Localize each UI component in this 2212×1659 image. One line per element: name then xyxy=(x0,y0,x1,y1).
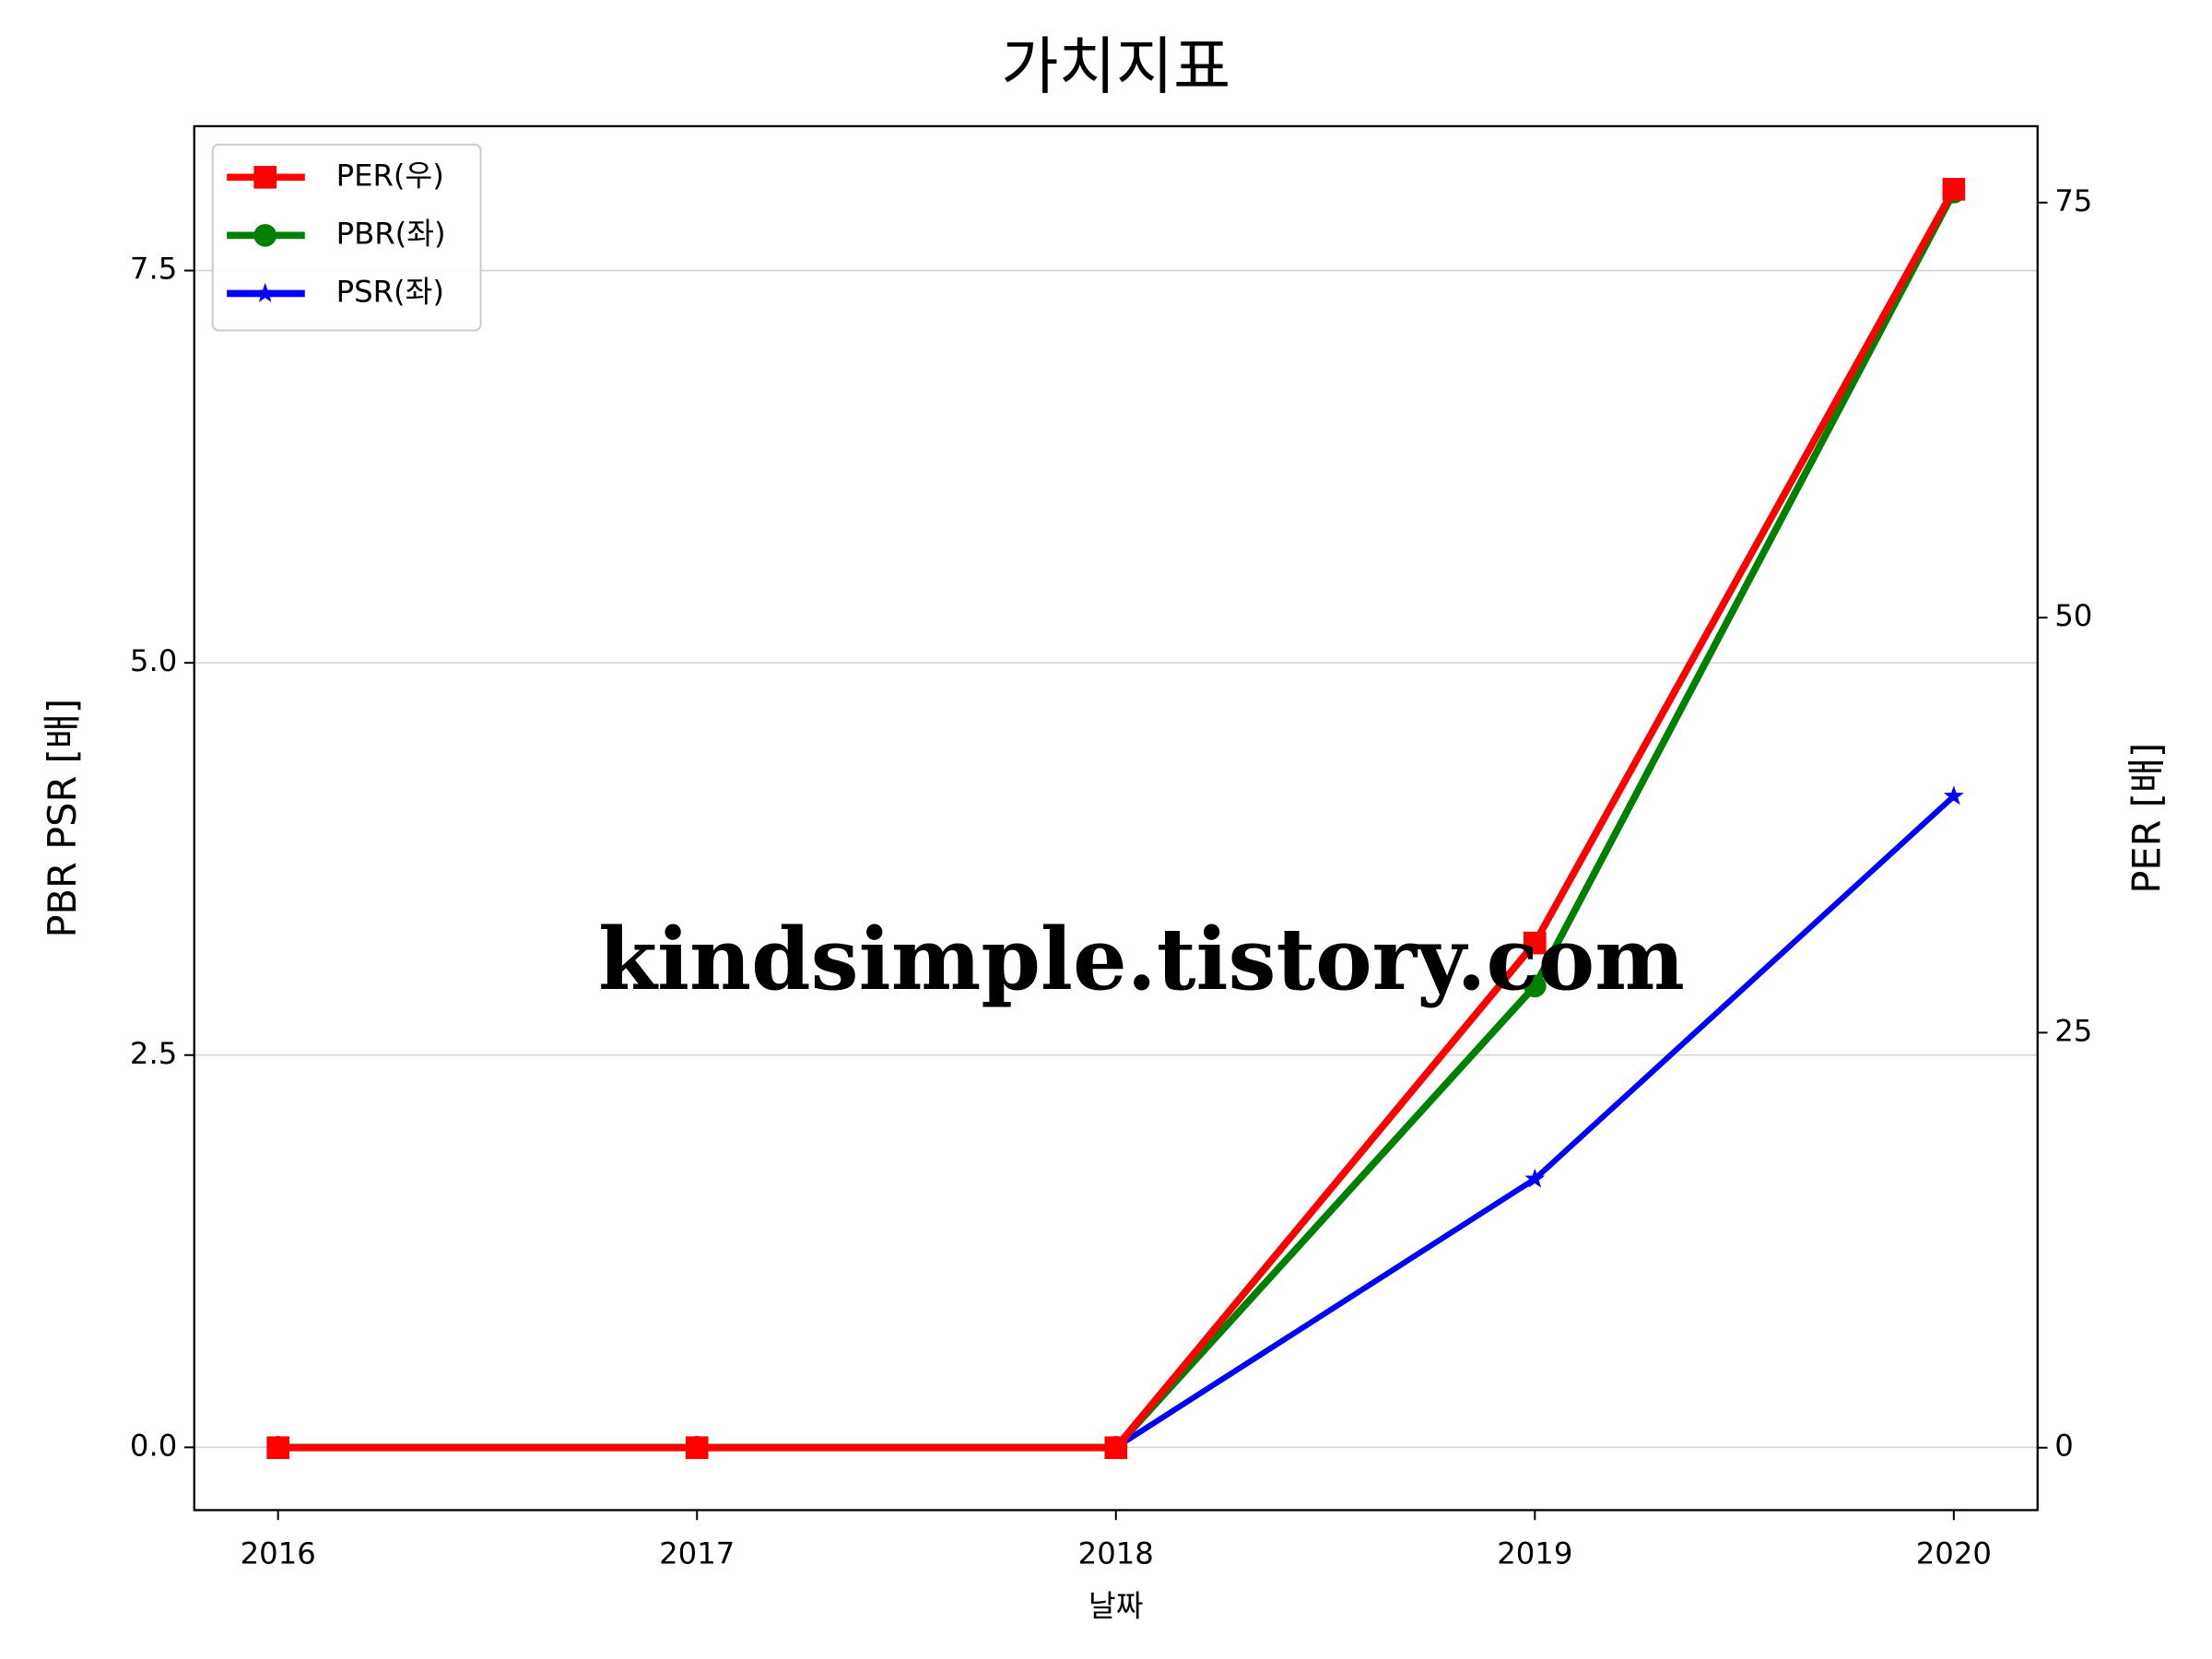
x-tick-label: 2020 xyxy=(1916,1536,1992,1571)
series-line xyxy=(277,190,1958,1452)
x-tick-label: 2018 xyxy=(1078,1536,1154,1571)
data-point xyxy=(1524,974,1547,998)
series-line xyxy=(277,187,1958,1452)
y2-tick-label: 25 xyxy=(2054,1013,2092,1048)
chart-title: 가치지표 xyxy=(1001,29,1230,102)
data-point xyxy=(1943,785,1964,806)
y-tick-label: 5.0 xyxy=(130,643,177,678)
y-tick-label: 2.5 xyxy=(130,1036,177,1071)
y2-tick-label: 0 xyxy=(2054,1429,2074,1464)
y2-axis-label: PER [배] xyxy=(2124,743,2169,894)
legend-label: PSR(좌) xyxy=(336,274,444,309)
x-tick-label: 2017 xyxy=(659,1536,735,1571)
legend-label: PBR(좌) xyxy=(336,216,446,251)
plot-frame xyxy=(193,124,2039,1512)
data-point xyxy=(685,1436,709,1460)
legend-label: PER(우) xyxy=(336,158,444,193)
legend-box xyxy=(211,143,482,332)
x-tick-label: 2016 xyxy=(241,1536,316,1571)
legend-marker xyxy=(254,282,276,302)
data-point xyxy=(1942,178,1966,201)
data-point xyxy=(1524,931,1547,955)
data-point xyxy=(1524,1168,1546,1188)
watermark: kindsimple.tistory.com xyxy=(598,909,1685,1009)
x-tick-label: 2019 xyxy=(1497,1536,1572,1571)
legend-marker xyxy=(253,224,276,247)
y2-tick-label: 50 xyxy=(2054,598,2092,633)
y-axis-label: PBR PSR [배] xyxy=(40,699,85,938)
y2-tick-label: 75 xyxy=(2054,183,2092,218)
legend-marker xyxy=(253,166,276,189)
data-point xyxy=(1104,1436,1128,1460)
y-tick-label: 0.0 xyxy=(130,1428,177,1463)
x-axis-label: 날짜 xyxy=(1088,1589,1143,1624)
series-line xyxy=(277,794,1956,1451)
data-point xyxy=(266,1436,289,1460)
y-tick-label: 7.5 xyxy=(130,252,177,287)
